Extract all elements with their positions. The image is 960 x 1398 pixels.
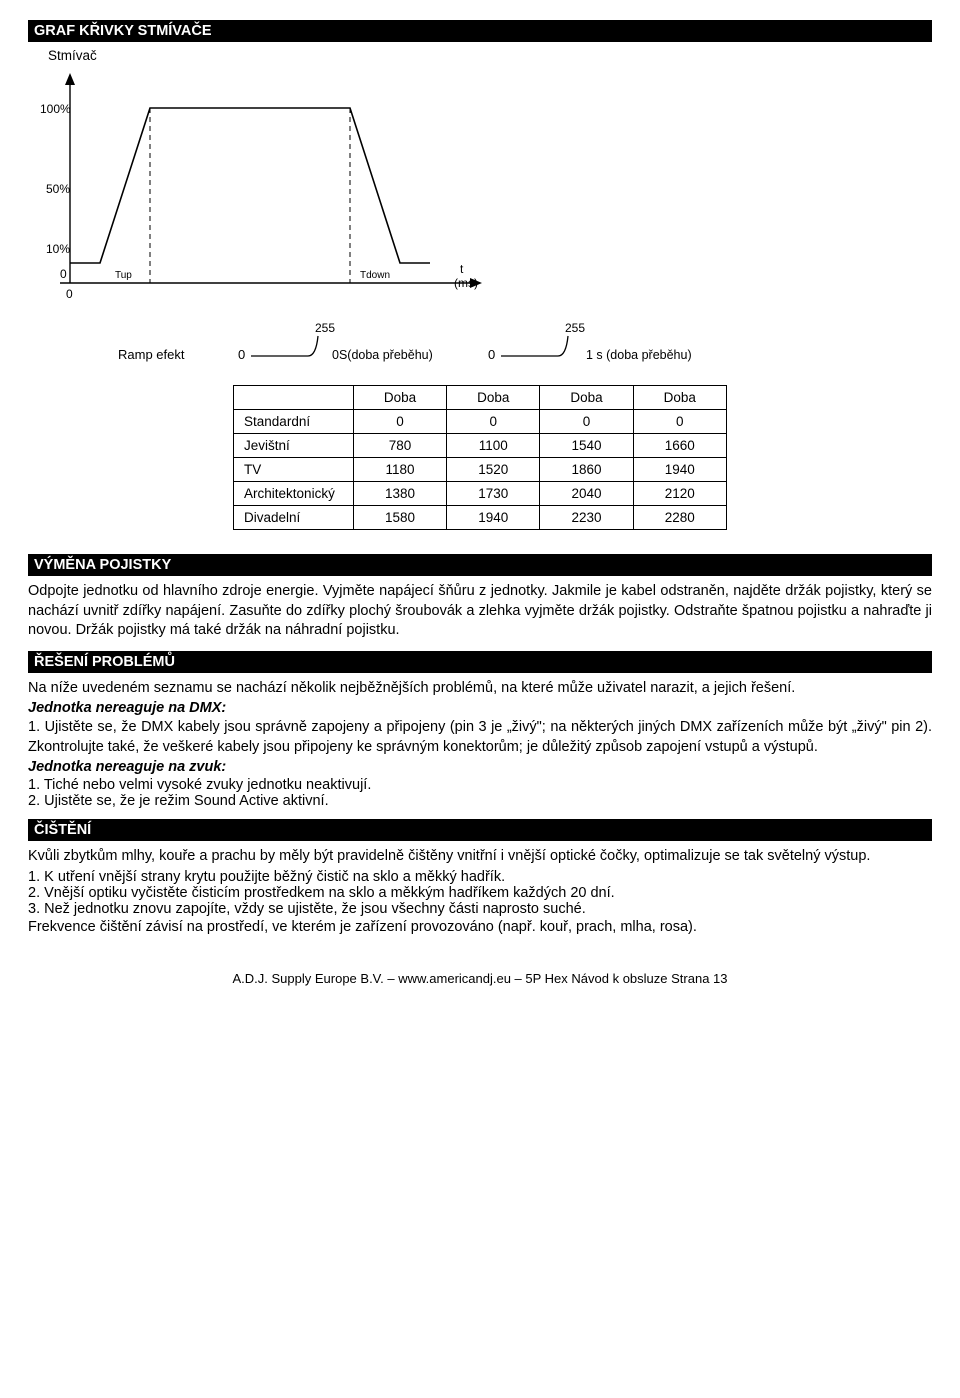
svg-text:255: 255 xyxy=(565,321,585,335)
clean-outro: Frekvence čištění závisí na prostředí, v… xyxy=(28,919,932,935)
table-cell: 1940 xyxy=(633,458,726,482)
trouble-dmx-1: 1. Ujistěte se, že DMX kabely jsou správ… xyxy=(28,718,932,757)
table-cell: 1520 xyxy=(447,458,540,482)
table-cell: 2120 xyxy=(633,482,726,506)
trouble-sound-1: 1. Tiché nebo velmi vysoké zvuky jednotk… xyxy=(28,777,932,793)
table-cell: 1660 xyxy=(633,434,726,458)
table-cell: 1100 xyxy=(447,434,540,458)
table-cell: 1180 xyxy=(353,458,446,482)
table-cell: 0 xyxy=(353,410,446,434)
section-header-trouble: ŘEŠENÍ PROBLÉMŮ xyxy=(28,651,932,673)
svg-text:Tdown: Tdown xyxy=(360,270,390,281)
dimmer-curve-chart: 100% 50% 10% 0 0 Tup Tdown t (ms) xyxy=(28,73,932,303)
table-cell: Architektonický xyxy=(234,482,354,506)
table-cell: Jevištní xyxy=(234,434,354,458)
svg-text:0S(doba přeběhu): 0S(doba přeběhu) xyxy=(332,348,433,362)
stmivac-label: Stmívač xyxy=(48,48,932,63)
svg-text:10%: 10% xyxy=(46,242,70,256)
table-header-cell: Doba xyxy=(633,386,726,410)
table-cell: 1380 xyxy=(353,482,446,506)
table-cell: Divadelní xyxy=(234,506,354,530)
svg-text:0: 0 xyxy=(238,347,245,362)
table-row: Standardní0000 xyxy=(234,410,727,434)
table-cell: 2040 xyxy=(540,482,633,506)
svg-text:(ms): (ms) xyxy=(454,276,478,290)
svg-text:Ramp efekt: Ramp efekt xyxy=(118,347,185,362)
fuse-paragraph: Odpojte jednotku od hlavního zdroje ener… xyxy=(28,582,932,641)
table-cell: 1940 xyxy=(447,506,540,530)
table-cell: 1540 xyxy=(540,434,633,458)
section-header-graph: GRAF KŘIVKY STMÍVAČE xyxy=(28,20,932,42)
table-row: Architektonický1380173020402120 xyxy=(234,482,727,506)
clean-intro: Kvůli zbytkům mlhy, kouře a prachu by mě… xyxy=(28,847,932,867)
table-cell: 2280 xyxy=(633,506,726,530)
table-header-cell: Doba xyxy=(540,386,633,410)
clean-line-3: 3. Než jednotku znovu zapojíte, vždy se … xyxy=(28,901,932,917)
dimmer-timing-table: DobaDobaDobaDoba Standardní0000Jevištní7… xyxy=(233,385,727,530)
table-cell: 0 xyxy=(633,410,726,434)
page-footer: A.D.J. Supply Europe B.V. – www.american… xyxy=(28,971,932,986)
clean-line-1: 1. K utření vnější strany krytu použijte… xyxy=(28,869,932,885)
table-cell: 1730 xyxy=(447,482,540,506)
clean-line-2: 2. Vnější optiku vyčistěte čisticím pros… xyxy=(28,885,932,901)
table-header-cell xyxy=(234,386,354,410)
table-cell: 0 xyxy=(540,410,633,434)
trouble-intro: Na níže uvedeném seznamu se nachází něko… xyxy=(28,679,932,699)
svg-text:0: 0 xyxy=(66,287,73,301)
table-cell: TV xyxy=(234,458,354,482)
trouble-sound-heading: Jednotka nereaguje na zvuk: xyxy=(28,759,932,775)
svg-text:100%: 100% xyxy=(40,102,71,116)
svg-text:t: t xyxy=(460,262,464,276)
svg-text:Tup: Tup xyxy=(115,270,132,281)
table-header-cell: Doba xyxy=(447,386,540,410)
svg-text:0: 0 xyxy=(60,267,67,281)
table-cell: 1860 xyxy=(540,458,633,482)
table-cell: Standardní xyxy=(234,410,354,434)
svg-text:50%: 50% xyxy=(46,182,70,196)
table-cell: 1580 xyxy=(353,506,446,530)
svg-text:1 s (doba přeběhu): 1 s (doba přeběhu) xyxy=(586,348,692,362)
trouble-sound-2: 2. Ujistěte se, že je režim Sound Active… xyxy=(28,793,932,809)
section-header-fuse: VÝMĚNA POJISTKY xyxy=(28,554,932,576)
ramp-row: Ramp efekt 0 255 0S(doba přeběhu) 0 255 … xyxy=(118,321,932,375)
table-row: Divadelní1580194022302280 xyxy=(234,506,727,530)
section-header-clean: ČIŠTĚNÍ xyxy=(28,819,932,841)
trouble-dmx-heading: Jednotka nereaguje na DMX: xyxy=(28,700,932,716)
table-row: TV1180152018601940 xyxy=(234,458,727,482)
table-cell: 780 xyxy=(353,434,446,458)
table-row: Jevištní780110015401660 xyxy=(234,434,727,458)
table-cell: 2230 xyxy=(540,506,633,530)
svg-text:255: 255 xyxy=(315,321,335,335)
svg-text:0: 0 xyxy=(488,347,495,362)
table-cell: 0 xyxy=(447,410,540,434)
table-header-cell: Doba xyxy=(353,386,446,410)
